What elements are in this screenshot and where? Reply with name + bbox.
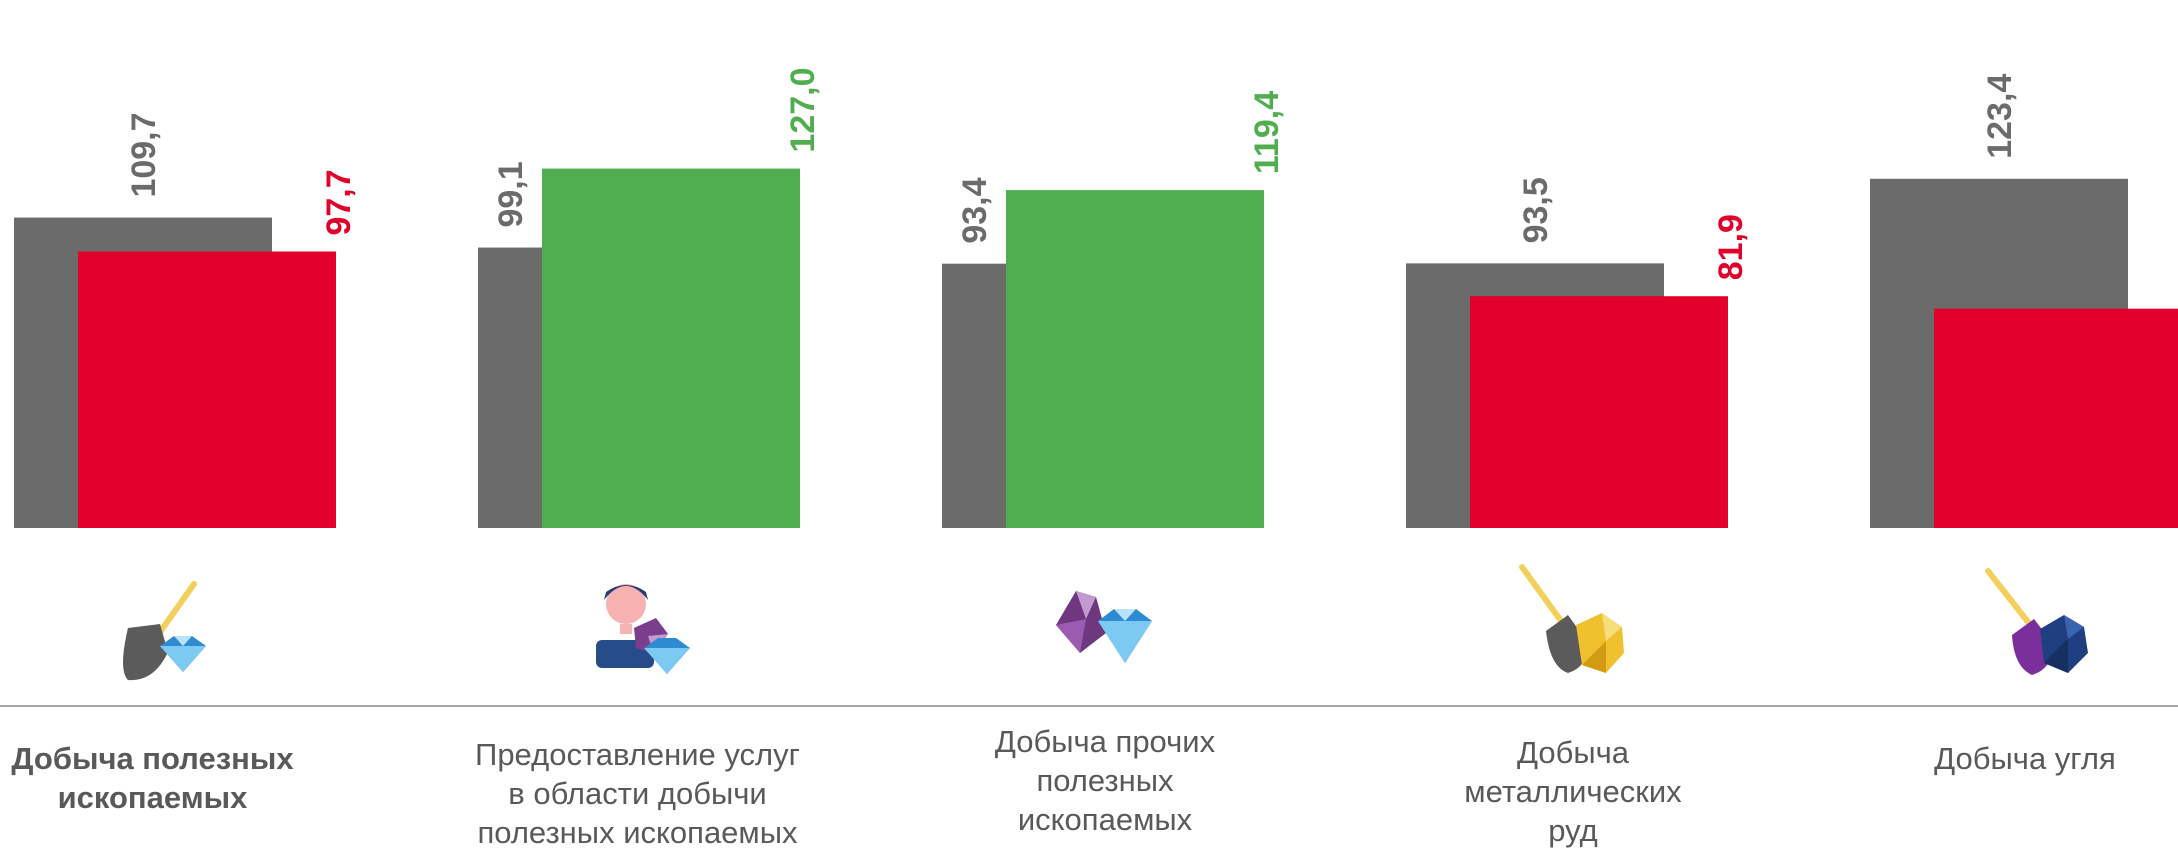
bar-series2-0 bbox=[78, 251, 336, 528]
value-label-series2-1: 127,0 bbox=[784, 67, 822, 152]
value-label-series2-4: 77,5 bbox=[2176, 226, 2178, 292]
value-label-series1-4: 123,4 bbox=[1981, 74, 2019, 159]
shovel-diamond-icon bbox=[123, 581, 206, 681]
axis-divider bbox=[0, 705, 2178, 707]
value-label-series2-2: 119,4 bbox=[1248, 91, 1286, 174]
value-label-series1-2: 93,4 bbox=[956, 177, 994, 243]
category-label-other-minerals: Добыча прочих полезных ископаемых bbox=[994, 724, 1216, 837]
miner-gems-icon bbox=[596, 584, 690, 674]
bar-series2-4 bbox=[1934, 308, 2178, 528]
bar-series2-1 bbox=[542, 168, 800, 528]
value-label-series2-3: 81,9 bbox=[1712, 214, 1750, 280]
category-label-mining: Добыча полезных ископаемых bbox=[11, 741, 294, 815]
value-label-series1-0: 109,7 bbox=[125, 112, 163, 197]
shovel-gold-ore-icon bbox=[1519, 564, 1624, 673]
value-label-series1-3: 93,5 bbox=[1517, 177, 1555, 243]
shovel-coal-icon bbox=[1985, 568, 2088, 675]
value-label-series1-1: 99,1 bbox=[492, 161, 530, 227]
value-label-series2-0: 97,7 bbox=[320, 169, 358, 235]
category-label-mining-services: Предоставление услуг в области добычи по… bbox=[475, 737, 800, 850]
bar-series2-3 bbox=[1470, 296, 1728, 528]
gems-icon bbox=[1056, 591, 1152, 663]
category-label-coal: Добыча угля bbox=[1934, 741, 2116, 776]
bar-series2-2 bbox=[1006, 190, 1264, 528]
category-label-metal-ores: Добыча металлических руд bbox=[1464, 735, 1682, 848]
